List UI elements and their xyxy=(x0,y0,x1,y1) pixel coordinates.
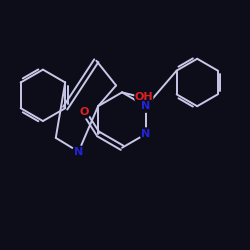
Circle shape xyxy=(140,128,152,140)
Circle shape xyxy=(72,146,85,158)
Circle shape xyxy=(78,106,90,118)
Text: N: N xyxy=(142,129,151,139)
Text: N: N xyxy=(142,101,151,111)
Text: N: N xyxy=(74,147,83,157)
Text: OH: OH xyxy=(134,92,153,102)
Circle shape xyxy=(135,88,153,106)
Text: O: O xyxy=(80,107,89,117)
Circle shape xyxy=(140,100,152,112)
